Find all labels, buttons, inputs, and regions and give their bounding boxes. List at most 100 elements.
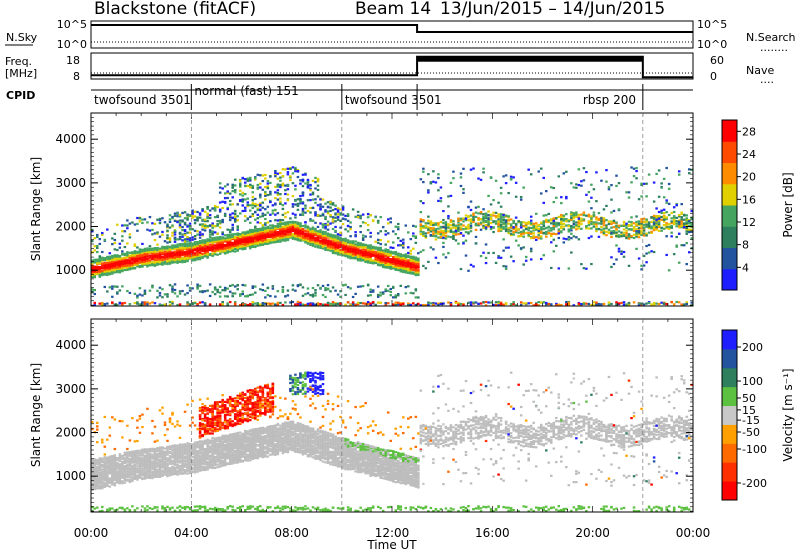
power-cell [507,230,510,233]
power-cell [326,205,330,208]
power-cell [314,212,317,215]
power-cell [226,245,229,248]
power-cell [657,229,661,232]
power-cell [612,219,616,222]
power-cell [121,250,124,253]
power-cell [339,212,342,215]
power-cell [118,271,122,274]
power-cell [113,238,117,242]
power-cell [138,264,142,267]
power-cell [409,269,413,272]
power-cell [637,236,641,239]
power-cell [196,252,199,255]
power-cell [301,207,305,211]
power-cell [296,284,300,288]
power-cell [359,255,362,258]
power-cell [168,256,172,259]
power-cell [494,261,498,265]
power-cell [361,234,365,237]
power-cell [552,224,556,228]
power-cell [627,223,631,227]
power-cell [299,236,302,240]
power-cell [677,219,681,222]
power-cell [560,303,563,307]
power-cell [244,232,247,235]
power-cell [336,302,340,306]
power-cell [484,219,488,222]
power-cell [334,225,337,229]
power-cell [499,192,503,195]
power-cell [341,284,345,287]
power-cell [228,192,232,195]
power-cell [173,292,177,295]
power-cell [545,226,548,230]
power-cell [186,253,189,256]
power-cell [366,246,370,249]
power-cell [256,183,260,187]
power-cell [537,223,540,227]
power-cell [201,249,204,253]
power-cell [570,216,573,219]
nave-tick-bottom: 0 [710,70,717,83]
power-cell [121,239,124,242]
power-cell [567,228,571,231]
power-cell [281,168,285,171]
power-cell [113,232,117,235]
power-cell [657,302,661,306]
power-cell [196,287,199,290]
power-cell [103,303,107,306]
power-cell [542,225,545,228]
power-cell [404,257,408,261]
power-cell [279,220,282,223]
power-cell [657,220,661,224]
power-cell [196,241,199,244]
power-cell [206,252,209,255]
power-cell [647,251,651,254]
power-cell [178,224,182,227]
power-cell [409,252,413,255]
power-cell [274,230,277,234]
power-cell [138,287,142,290]
power-cell [116,263,119,266]
power-cell [407,303,410,307]
power-cell [296,226,300,229]
power-cell [264,223,267,226]
power-cell [329,243,332,246]
power-cell [93,245,97,248]
power-cell [316,184,320,187]
power-cell [151,228,154,232]
power-cell [151,261,154,264]
power-cell [414,265,418,268]
power-cell [254,242,257,245]
power-cell [580,184,583,187]
power-cell [667,187,671,190]
power-cell [274,238,277,241]
power-cell [550,232,553,235]
power-cell [417,259,420,262]
power-cell [259,209,262,212]
power-cell [412,271,415,274]
power-cell [590,220,593,223]
power-cell [254,218,257,221]
power-cell [266,180,270,183]
power-cell [419,226,423,230]
power-cell [462,167,465,170]
power-cell [321,223,325,226]
power-cell [158,291,162,295]
power-cell [665,217,668,221]
power-cell [158,251,162,254]
power-cell [306,180,310,183]
power-cell [319,236,322,239]
power-cell [529,219,533,222]
power-cell [637,257,641,260]
power-cell [306,183,310,186]
power-cell [196,285,199,288]
power-cell [479,218,483,221]
power-cell [228,203,232,206]
power-cell [677,222,681,226]
power-cell [542,176,545,180]
power-cell [218,219,222,223]
power-cell [635,223,638,226]
power-cell [314,289,317,292]
power-cell [136,246,139,249]
